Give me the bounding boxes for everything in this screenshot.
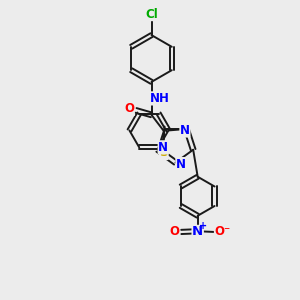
- Text: N: N: [192, 225, 203, 239]
- Text: NH: NH: [150, 92, 170, 105]
- Text: Cl: Cl: [145, 8, 158, 21]
- Text: S: S: [160, 146, 168, 160]
- Text: N: N: [180, 124, 190, 137]
- Text: O⁻: O⁻: [214, 225, 231, 239]
- Text: O: O: [169, 225, 180, 239]
- Text: O: O: [124, 102, 134, 116]
- Text: +: +: [199, 221, 207, 231]
- Text: N: N: [176, 158, 186, 171]
- Text: N: N: [158, 141, 168, 154]
